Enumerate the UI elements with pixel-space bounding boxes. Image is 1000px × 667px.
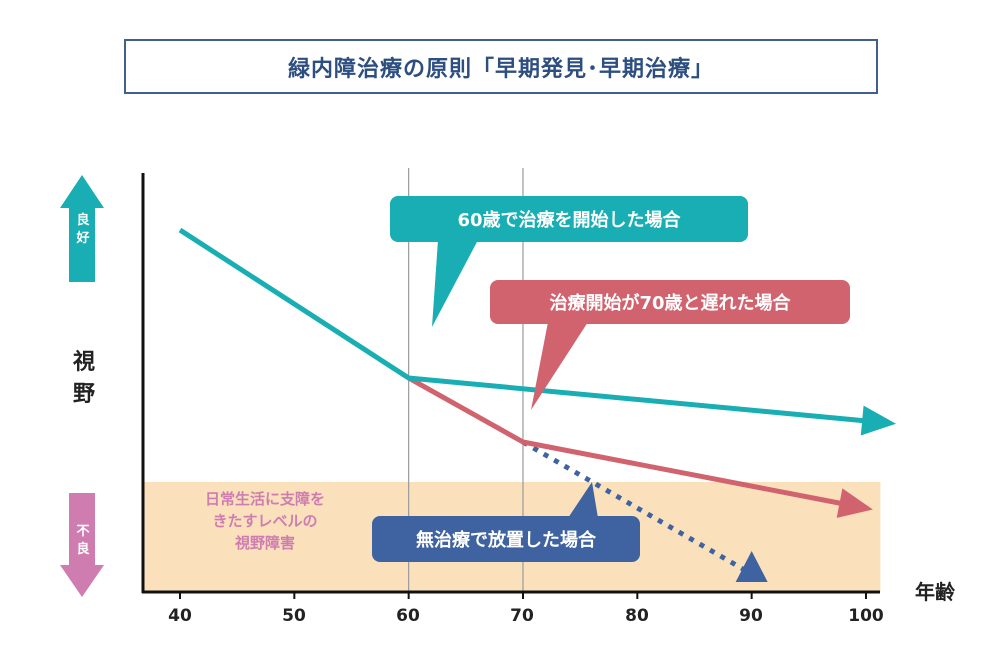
series-arrowhead-treatment-60 bbox=[860, 405, 897, 436]
series-line-delayed-treatment bbox=[407, 375, 856, 509]
x-axis-label: 年齢 bbox=[915, 580, 955, 604]
impaired-zone-label-line1: 日常生活に支障を bbox=[204, 490, 325, 508]
bad-arrow bbox=[60, 493, 104, 597]
x-tick-label: 90 bbox=[739, 606, 763, 626]
callout-blue-pointer bbox=[568, 482, 598, 518]
bad-arrow-label: 不良 bbox=[76, 524, 90, 557]
y-axis-label-text: 視野 bbox=[72, 350, 95, 407]
x-tick-label: 100 bbox=[848, 606, 884, 626]
series-arrowhead-no-treatment bbox=[735, 551, 768, 582]
impaired-zone-label: 日常生活に支障を きたすレベルの 視野障害 bbox=[160, 488, 370, 554]
series-line-treatment-60 bbox=[178, 227, 878, 425]
chart-title: 緑内障治療の原則「早期発見･早期治療」 bbox=[124, 39, 878, 94]
x-tick-label: 80 bbox=[625, 606, 649, 626]
callout-blue-label: 無治療で放置した場合 bbox=[416, 530, 596, 551]
series-arrowhead-delayed-treatment bbox=[836, 488, 873, 518]
callout-blue bbox=[372, 516, 640, 562]
callout-red-label: 治療開始が70歳と遅れた場合 bbox=[549, 293, 791, 314]
x-tick-label: 60 bbox=[396, 606, 420, 626]
y-axis-label: 視野 bbox=[64, 347, 104, 411]
impaired-zone-label-line3: 視野障害 bbox=[234, 534, 295, 552]
good-arrow-label: 良好 bbox=[76, 213, 90, 246]
x-tick-label: 40 bbox=[168, 606, 192, 626]
impaired-zone-label-line2: きたすレベルの bbox=[212, 512, 318, 530]
x-tick-label: 70 bbox=[510, 606, 534, 626]
good-arrow bbox=[60, 175, 104, 282]
callout-teal-pointer bbox=[432, 240, 478, 327]
callout-teal bbox=[390, 196, 748, 242]
x-tick-label: 50 bbox=[282, 606, 306, 626]
series-line-no-treatment bbox=[521, 439, 753, 577]
callout-red bbox=[490, 280, 850, 324]
callout-red-pointer bbox=[531, 322, 588, 410]
callout-teal-label: 60歳で治療を開始した場合 bbox=[457, 210, 681, 231]
